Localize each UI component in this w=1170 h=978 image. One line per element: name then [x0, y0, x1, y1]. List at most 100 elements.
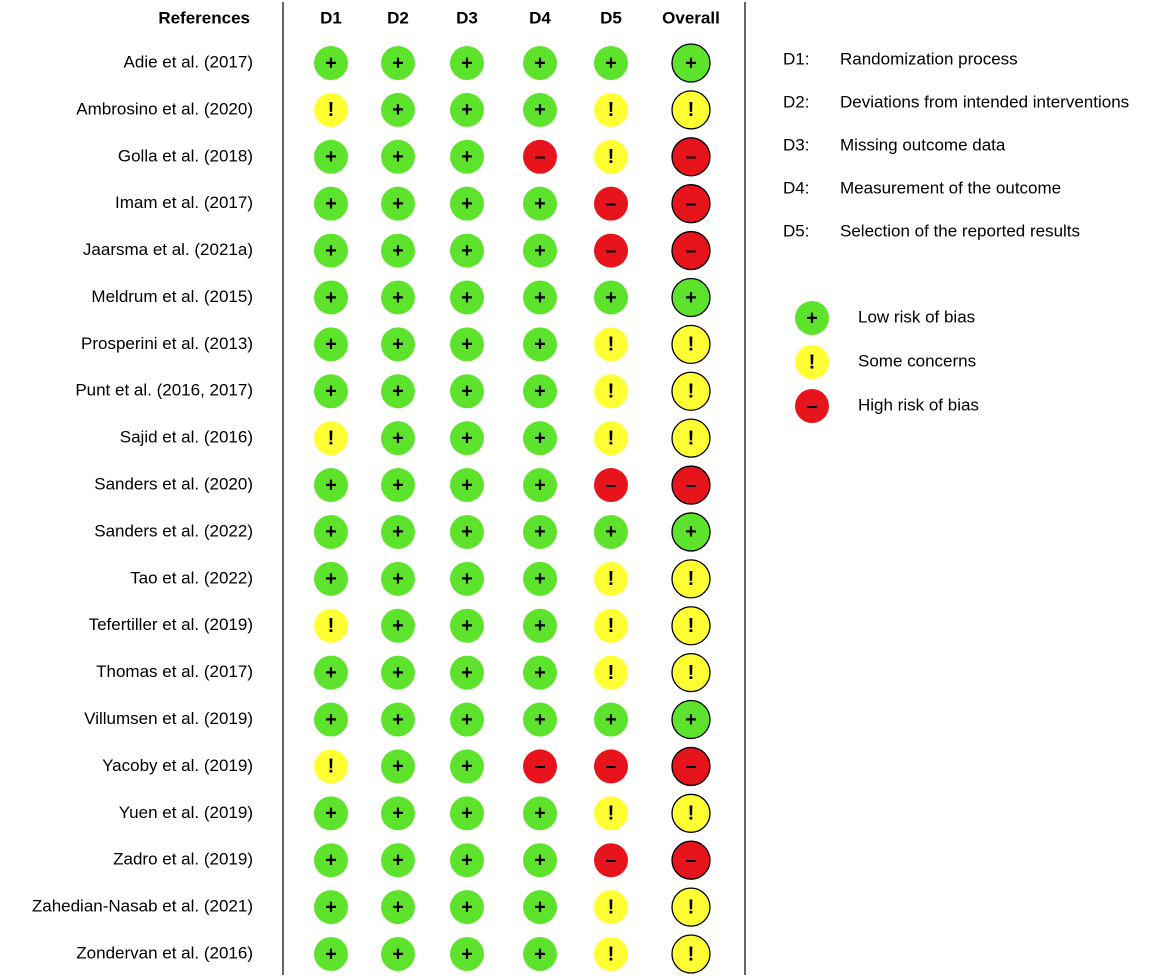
judgment-symbol: +: [325, 662, 337, 684]
judgment-symbol: +: [605, 521, 617, 543]
judgment-symbol: +: [461, 662, 473, 684]
judgment-circle: [523, 280, 557, 315]
judgment-circle: [381, 937, 415, 971]
judgment-circle: [381, 843, 415, 878]
judgment-circle: [381, 890, 415, 925]
judgment-symbol: +: [534, 52, 546, 74]
reference: Sanders et al. (2020): [94, 475, 253, 494]
legend-symbol: !: [809, 351, 816, 373]
judgment-circle: [671, 606, 711, 646]
legend-circle: [795, 345, 829, 379]
column-header: D2: [387, 8, 409, 27]
domain-label: Randomization process: [840, 49, 1018, 68]
reference: Sajid et al. (2016): [120, 428, 253, 447]
judgment-symbol: !: [608, 803, 615, 825]
judgment-symbol: !: [328, 427, 335, 449]
judgment-symbol: –: [685, 474, 696, 496]
judgment-circle: [523, 749, 557, 784]
judgment-symbol: +: [325, 146, 337, 168]
judgment-symbol: +: [392, 52, 404, 74]
domain-label: Measurement of the outcome: [840, 178, 1061, 197]
judgment-symbol: +: [605, 709, 617, 731]
judgment-symbol: +: [392, 849, 404, 871]
judgment-symbol: +: [392, 381, 404, 403]
judgment-symbol: !: [688, 943, 695, 965]
judgment-circle: [523, 514, 557, 549]
judgment-circle: [314, 233, 348, 268]
reference: Adie et al. (2017): [124, 52, 253, 71]
legend-symbol: –: [806, 395, 817, 417]
judgment-symbol: +: [325, 52, 337, 74]
judgment-circle: [381, 374, 415, 409]
judgment-symbol: +: [685, 709, 697, 731]
judgment-symbol: +: [392, 521, 404, 543]
judgment-circle: [381, 749, 415, 784]
judgment-circle: [314, 186, 348, 221]
judgment-symbol: +: [534, 427, 546, 449]
judgment-symbol: !: [608, 943, 615, 965]
judgment-circle: [381, 702, 415, 737]
judgment-symbol: +: [461, 943, 473, 965]
judgment-circle: [523, 421, 557, 456]
judgment-symbol: +: [392, 99, 404, 121]
judgment-symbol: +: [461, 521, 473, 543]
judgment-circle: [523, 233, 557, 268]
judgment-circle: [594, 327, 628, 362]
judgment-circle: [381, 186, 415, 221]
judgment-circle: [314, 655, 348, 690]
reference: Sanders et al. (2022): [94, 521, 253, 540]
column-header: D4: [529, 8, 551, 27]
judgment-symbol: +: [685, 287, 697, 309]
column-header: References: [158, 8, 250, 27]
column-header: D5: [600, 8, 622, 27]
judgment-symbol: –: [685, 240, 696, 262]
judgment-symbol: +: [325, 943, 337, 965]
judgment-circle: [594, 280, 628, 315]
reference: Thomas et al. (2017): [96, 662, 253, 681]
reference: Yuen et al. (2019): [119, 803, 253, 822]
legend-circle: [795, 389, 829, 423]
judgment-circle: [450, 468, 484, 503]
judgment-symbol: +: [325, 709, 337, 731]
judgment-circle: [314, 468, 348, 503]
judgment-circle: [450, 233, 484, 268]
judgment-circle: [450, 92, 484, 127]
judgment-circle: [594, 92, 628, 127]
judgment-circle: [450, 843, 484, 878]
judgment-symbol: !: [688, 896, 695, 918]
judgment-symbol: +: [534, 709, 546, 731]
judgment-symbol: +: [461, 803, 473, 825]
column-header: Overall: [662, 8, 720, 27]
judgment-circle: [450, 421, 484, 456]
judgment-circle: [314, 327, 348, 362]
legend-circle: [795, 301, 829, 335]
judgment-circle: [523, 890, 557, 925]
judgment-symbol: +: [325, 568, 337, 590]
judgment-symbol: !: [608, 146, 615, 168]
judgment-circle: [594, 702, 628, 737]
judgment-symbol: +: [325, 896, 337, 918]
judgment-symbol: +: [392, 427, 404, 449]
judgment-symbol: !: [328, 615, 335, 637]
judgment-symbol: !: [688, 615, 695, 637]
judgment-symbol: –: [605, 193, 616, 215]
judgment-symbol: !: [688, 568, 695, 590]
judgment-circle: [381, 514, 415, 549]
judgment-circle: [671, 137, 711, 177]
judgment-circle: [523, 843, 557, 878]
judgment-symbol: !: [688, 334, 695, 356]
judgment-symbol: !: [328, 99, 335, 121]
judgment-circle: [314, 514, 348, 549]
judgment-symbol: +: [325, 193, 337, 215]
domain-label: Missing outcome data: [840, 135, 1006, 154]
judgment-symbol: +: [685, 52, 697, 74]
judgment-symbol: +: [392, 943, 404, 965]
judgment-circle: [450, 655, 484, 690]
judgment-circle: [594, 561, 628, 596]
judgment-symbol: !: [608, 427, 615, 449]
judgment-symbol: !: [688, 427, 695, 449]
judgment-circle: [314, 46, 348, 80]
judgment-circle: [381, 561, 415, 596]
